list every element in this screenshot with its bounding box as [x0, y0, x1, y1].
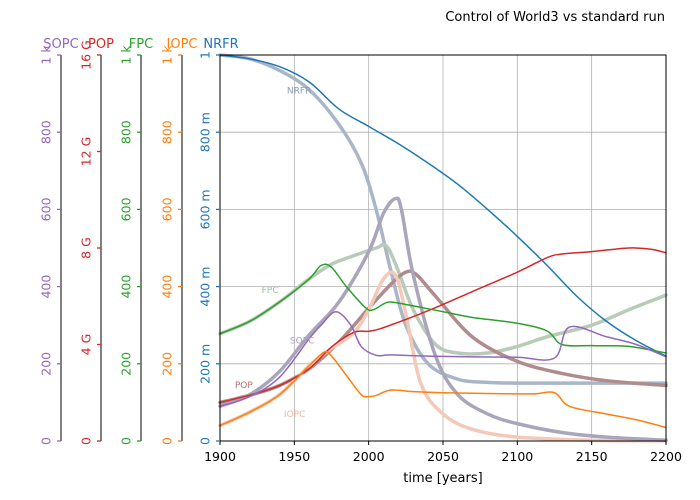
- y-tick-label: 0: [79, 437, 94, 445]
- y-tick-label: 0: [39, 437, 54, 445]
- y-tick-label: 800 m: [198, 112, 213, 152]
- y-tick-label: 200: [39, 352, 54, 376]
- x-axis: 1900 1950 2000 2050 2100 2150 2200: [204, 441, 682, 464]
- y-tick-label: 1 k: [39, 45, 54, 65]
- x-tick-label: 2200: [650, 449, 682, 464]
- y-tick-label: 600: [119, 197, 134, 221]
- y-tick-label: 400 m: [198, 267, 213, 307]
- y-tick-label: 200: [119, 352, 134, 376]
- annotation-iopc: IOPC: [284, 410, 305, 420]
- y-tick-label: 4 G: [79, 334, 94, 356]
- x-axis-label: time [years]: [403, 471, 482, 486]
- y-tick-label: 12 G: [79, 137, 94, 167]
- annotation-nrfr: NRFR: [287, 87, 311, 97]
- x-tick-label: 2050: [427, 449, 459, 464]
- y-tick-label: 600: [160, 197, 175, 221]
- y-tick-label: 800: [160, 120, 175, 144]
- y-tick-label: 1: [198, 51, 213, 59]
- annotation-pop: POP: [235, 381, 254, 391]
- y-tick-label: 400: [160, 275, 175, 299]
- y-tick-label: 0: [198, 437, 213, 445]
- y-tick-label: 400: [119, 275, 134, 299]
- series-annotations: NRFR FPC SOPC POP IOPC: [235, 87, 315, 420]
- y-tick-label: 200: [160, 352, 175, 376]
- y-tick-label: 800: [119, 120, 134, 144]
- plot-series: [218, 53, 668, 443]
- y-axis-title-nrfr: NRFR: [203, 37, 238, 52]
- y-axis-title-fpc: FPC: [129, 37, 153, 52]
- y-axis-title-iopc: IOPC: [167, 37, 198, 52]
- chart-title: Control of World3 vs standard run: [445, 10, 665, 25]
- y-tick-label: 0: [160, 437, 175, 445]
- x-tick-label: 1900: [204, 449, 236, 464]
- fpc-control-line: [219, 263, 667, 354]
- nrfr-control-line: [219, 54, 667, 357]
- y-axis-title-pop: POP: [88, 37, 114, 52]
- sopc-standard-run-line: [218, 196, 668, 442]
- iopc-control-line: [219, 350, 667, 429]
- y-tick-label: 1 k: [160, 45, 175, 65]
- y-tick-label: 600 m: [198, 189, 213, 229]
- y-tick-label: 600: [39, 197, 54, 221]
- y-tick-label: 1 k: [119, 45, 134, 65]
- y-tick-label: 200 m: [198, 344, 213, 384]
- sopc-control-line: [219, 310, 667, 408]
- x-tick-label: 2000: [353, 449, 385, 464]
- y-tick-label: 8 G: [79, 237, 94, 259]
- y-tick-label: 800: [39, 120, 54, 144]
- x-tick-label: 2150: [576, 449, 608, 464]
- annotation-fpc: FPC: [262, 286, 279, 296]
- y-axis-title-sopc: SOPC: [43, 37, 78, 52]
- x-tick-label: 2100: [501, 449, 533, 464]
- x-tick-label: 1950: [278, 449, 310, 464]
- y-tick-label: 0: [119, 437, 134, 445]
- annotation-sopc: SOPC: [290, 337, 315, 347]
- y-tick-label: 400: [39, 275, 54, 299]
- y-tick-label: 16 G: [79, 40, 94, 70]
